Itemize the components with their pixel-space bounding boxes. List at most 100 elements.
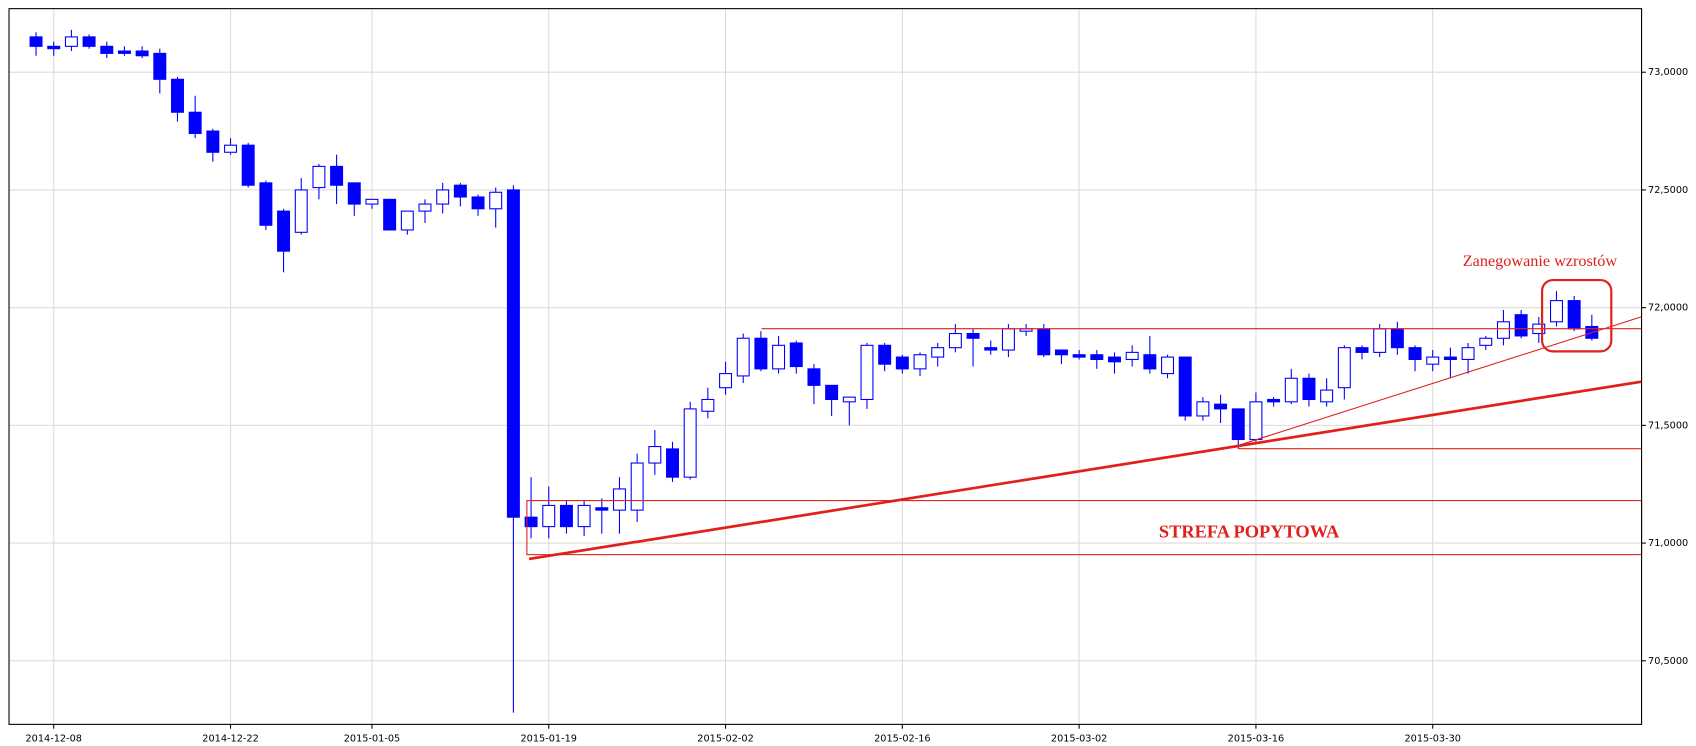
candle-body bbox=[453, 184, 467, 198]
x-tick-label: 2015-03-30 bbox=[1404, 733, 1460, 744]
annotation: STREFA POPYTOWA bbox=[1159, 521, 1340, 541]
y-tick-label: 73,0000 bbox=[1648, 67, 1688, 78]
candle-body bbox=[948, 333, 962, 349]
candle-body bbox=[666, 448, 679, 478]
candle-body bbox=[842, 396, 856, 403]
candle-body bbox=[648, 446, 662, 464]
candle-body bbox=[1054, 349, 1068, 356]
x-tick-label: 2014-12-22 bbox=[202, 733, 258, 744]
candle-body bbox=[789, 342, 803, 368]
candle-body bbox=[312, 165, 326, 189]
candle-body bbox=[436, 189, 450, 205]
plot-frame bbox=[8, 8, 1643, 725]
candle-body bbox=[471, 196, 485, 210]
candle-body bbox=[29, 36, 43, 47]
highlight-box bbox=[1541, 278, 1613, 353]
candle-body bbox=[365, 198, 379, 205]
annotation: Zanegowanie wzrostów bbox=[1463, 252, 1618, 270]
candle-body bbox=[701, 398, 715, 412]
candle-body bbox=[206, 130, 220, 153]
candle-body bbox=[1355, 347, 1369, 353]
candle-body bbox=[1461, 347, 1475, 360]
y-tick-label: 72,0000 bbox=[1648, 303, 1688, 314]
candle-body bbox=[1514, 314, 1528, 337]
candle-body bbox=[82, 36, 96, 47]
candle-body bbox=[347, 182, 361, 205]
x-tick-label: 2015-01-19 bbox=[521, 733, 577, 744]
candle-body bbox=[1267, 398, 1281, 403]
candle-body bbox=[170, 78, 184, 113]
y-tick-label: 70,5000 bbox=[1648, 656, 1688, 667]
candle-body bbox=[577, 504, 591, 528]
candle-body bbox=[630, 462, 644, 511]
candle-body bbox=[524, 516, 538, 528]
candle-body bbox=[1090, 354, 1104, 360]
candle-body bbox=[1143, 354, 1157, 370]
y-tick-label: 72,5000 bbox=[1648, 185, 1688, 196]
candle-body bbox=[1001, 328, 1015, 351]
candle-body bbox=[966, 333, 980, 339]
candle-body bbox=[1443, 356, 1457, 360]
candle-body bbox=[754, 337, 768, 370]
y-tick-label: 71,5000 bbox=[1648, 420, 1688, 431]
x-tick-label: 2015-02-16 bbox=[874, 733, 930, 744]
x-tick-label: 2015-02-02 bbox=[697, 733, 753, 744]
candle-body bbox=[100, 45, 114, 54]
candle-body bbox=[825, 384, 839, 401]
candle-body bbox=[117, 50, 131, 54]
x-tick-label: 2014-12-08 bbox=[25, 733, 81, 744]
candle-body bbox=[135, 50, 149, 57]
candle-body bbox=[612, 488, 626, 511]
candle-body bbox=[153, 52, 167, 80]
candle-body bbox=[559, 504, 573, 528]
candle-body bbox=[418, 203, 432, 212]
candle-body bbox=[542, 504, 556, 528]
candle-body bbox=[1337, 347, 1351, 389]
candle-body bbox=[1072, 354, 1086, 358]
candle-body bbox=[1284, 377, 1298, 403]
x-tick-label: 2015-01-05 bbox=[344, 733, 400, 744]
trend-line bbox=[528, 380, 1642, 561]
candle-body bbox=[383, 198, 397, 231]
candle-body bbox=[1426, 356, 1440, 365]
candle-body bbox=[1302, 377, 1316, 401]
candle-body bbox=[241, 144, 255, 186]
candle-body bbox=[1373, 328, 1387, 353]
candle-body bbox=[1231, 408, 1245, 441]
x-tick-label: 2015-03-16 bbox=[1228, 733, 1284, 744]
y-tick-label: 71,0000 bbox=[1648, 538, 1688, 549]
trend-line-steep bbox=[1238, 316, 1642, 446]
candle-body bbox=[719, 373, 733, 389]
candle-body bbox=[772, 344, 786, 370]
candle-body bbox=[1496, 321, 1510, 339]
candle-body bbox=[489, 191, 503, 210]
candle-body bbox=[1320, 389, 1334, 403]
candle-body bbox=[506, 189, 520, 518]
candle-body bbox=[895, 356, 909, 370]
candle-body bbox=[1196, 401, 1210, 417]
candle-body bbox=[277, 210, 291, 252]
candle-body bbox=[1125, 351, 1139, 360]
candle-body bbox=[47, 45, 61, 50]
candle-body bbox=[860, 344, 874, 401]
candle-body bbox=[1214, 403, 1228, 410]
candle-body bbox=[330, 165, 344, 186]
candle-body bbox=[400, 210, 414, 231]
candle-body bbox=[259, 182, 273, 226]
candle-body bbox=[913, 354, 927, 370]
candle-body bbox=[1108, 356, 1121, 363]
candle-body bbox=[1390, 328, 1404, 349]
candle-body bbox=[1249, 401, 1263, 441]
candle-body bbox=[294, 189, 308, 233]
candle-body bbox=[984, 347, 998, 351]
x-tick-label: 2015-03-02 bbox=[1051, 733, 1107, 744]
candle-body bbox=[1037, 328, 1051, 356]
candle-body bbox=[1549, 300, 1563, 323]
candle-body bbox=[807, 368, 821, 386]
candle-body bbox=[188, 111, 202, 134]
candle-body bbox=[1178, 356, 1192, 417]
candle-body bbox=[878, 344, 892, 365]
